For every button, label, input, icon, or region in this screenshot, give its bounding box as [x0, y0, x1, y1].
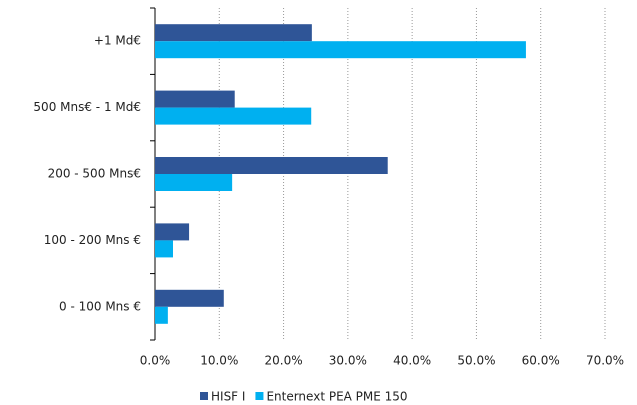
x-tick-label: 0.0%	[140, 354, 171, 368]
bar	[155, 240, 173, 258]
bar	[155, 41, 526, 59]
x-tick-label: 40.0%	[393, 354, 431, 368]
x-tick-label: 60.0%	[522, 354, 560, 368]
bar	[155, 223, 190, 241]
bar	[155, 24, 312, 42]
y-tick-label: 200 - 500 Mns€	[48, 167, 141, 181]
y-tick-label: 0 - 100 Mns €	[59, 299, 141, 313]
bar	[155, 90, 235, 108]
legend-label: Enternext PEA PME 150	[266, 390, 407, 404]
legend-swatch	[200, 392, 208, 400]
y-tick-label: +1 Md€	[94, 34, 141, 48]
bar	[155, 174, 233, 191]
x-tick-label: 10.0%	[200, 354, 238, 368]
x-tick-label: 50.0%	[457, 354, 495, 368]
bar	[155, 107, 312, 125]
y-tick-label: 100 - 200 Mns €	[44, 233, 141, 247]
bar	[155, 289, 224, 307]
bar	[155, 306, 168, 324]
legend-swatch	[255, 392, 264, 400]
x-tick-label: 70.0%	[586, 354, 624, 368]
legend-label: HISF I	[211, 390, 245, 404]
x-tick-label: 20.0%	[265, 354, 303, 368]
x-tick-label: 30.0%	[329, 354, 367, 368]
y-tick-label: 500 Mns€ - 1 Md€	[33, 100, 141, 114]
bar	[155, 157, 388, 174]
